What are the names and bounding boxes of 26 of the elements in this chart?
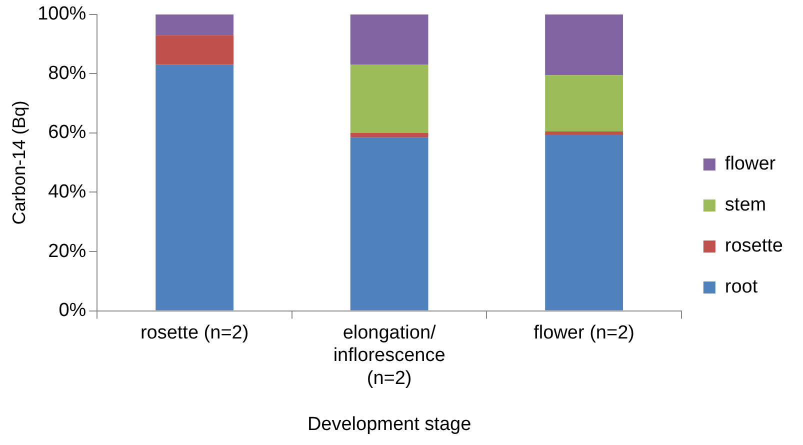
y-tick-label: 80% [48,62,86,84]
legend-label: flower [724,154,776,175]
y-tick-label: 40% [48,181,86,202]
x-tick-label: rosette (n=2) [140,322,249,344]
x-axis-title: Development stage [307,414,472,435]
bar [156,14,234,36]
y-tick-label: 60% [48,122,86,144]
legend-label: stem [724,194,766,216]
bar [156,35,234,65]
y-axis-title: Carbon-14 (Bq) [8,100,29,225]
x-tick-label: flower (n=2) [534,322,634,344]
bar [350,64,428,133]
y-tick-label: 20% [48,240,86,262]
bar [350,14,428,65]
bar [156,64,234,310]
legend-label: rosette [724,236,784,257]
x-tick-label: elongation/inflorescence (n=2) [333,322,446,390]
legend-label: root [724,276,758,298]
bar [545,134,623,310]
bar [545,14,623,76]
bar [350,137,428,310]
y-tick-label: 100% [38,4,86,25]
bar [350,132,428,138]
bar [545,131,623,134]
bar [545,75,623,132]
y-tick-label: 0% [58,300,86,322]
